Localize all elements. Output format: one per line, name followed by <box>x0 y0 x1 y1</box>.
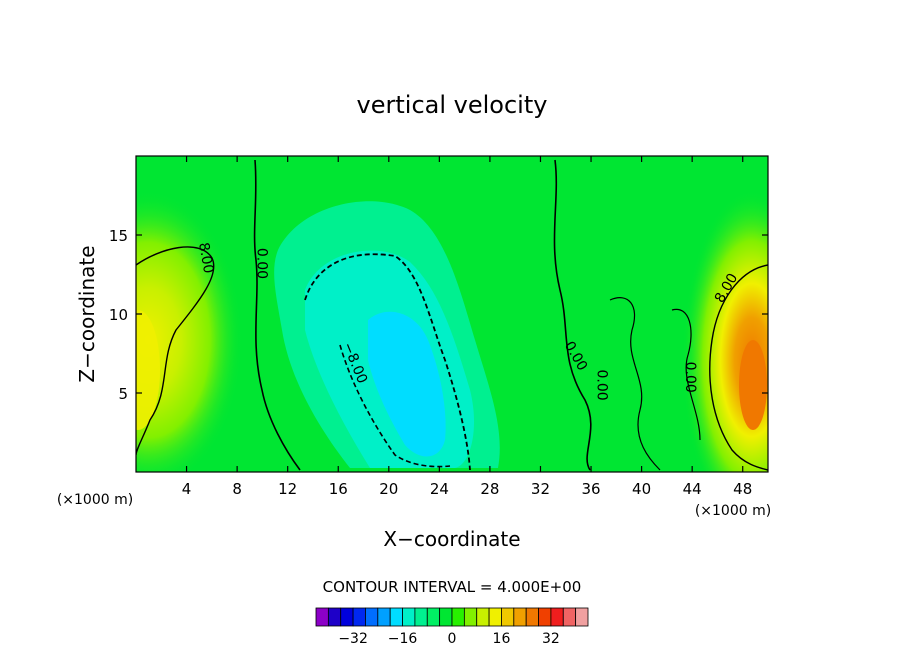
colorbar-tick-label: 32 <box>542 631 560 647</box>
contour-line-left-zero <box>253 159 301 471</box>
colorbar-swatch <box>550 607 564 627</box>
contour-line-center-dashed <box>304 253 471 471</box>
colorbar-swatch <box>389 607 403 627</box>
right-updraft-core <box>739 340 767 430</box>
x-tick-label: 28 <box>480 480 499 498</box>
contour-label: 0.00 <box>682 362 698 393</box>
colorbar-swatch <box>501 607 515 627</box>
x-tick-label: 32 <box>531 480 550 498</box>
colorbar-swatch <box>327 607 342 627</box>
colorbar-tick-label: −16 <box>388 631 418 647</box>
contour-line-right-zero-3 <box>671 308 701 441</box>
colorbar-swatch <box>439 607 453 627</box>
x-tick-label: 4 <box>182 480 192 498</box>
x-tick-label: 40 <box>632 480 651 498</box>
x-axis-label: X−coordinate <box>383 527 520 551</box>
y-tick-label: 5 <box>118 385 128 403</box>
colorbar-swatch <box>488 607 502 627</box>
contour-label: 0.00 <box>253 248 269 279</box>
y-axis-label: Z−coordinate <box>75 245 99 382</box>
left-updraft-region <box>136 190 243 472</box>
colorbar-tick-label: 0 <box>448 631 457 647</box>
contour-interval-label: CONTOUR INTERVAL = 4.000E+00 <box>323 578 582 596</box>
colorbar-tick-label: 16 <box>493 631 511 647</box>
contour-label: 8.00 <box>195 241 216 274</box>
colorbar-swatch <box>538 607 552 627</box>
colorbar-swatch <box>377 607 391 627</box>
x-tick-label: 20 <box>379 480 398 498</box>
colorbar-swatch <box>513 607 527 627</box>
y-axis-ticks: 5 10 15 <box>109 227 768 403</box>
colorbar-swatch <box>575 607 589 627</box>
x-tick-label: 16 <box>329 480 348 498</box>
x-tick-label: 48 <box>733 480 752 498</box>
colorbar-swatch <box>352 607 366 627</box>
x-axis-ticks: 4 8 12 16 20 24 28 32 36 40 44 48 <box>182 156 752 498</box>
contour-label: 0.00 <box>593 370 609 401</box>
colorbar-swatch <box>365 607 379 627</box>
colorbar-swatch <box>402 607 416 627</box>
colorbar-tick-label: −32 <box>338 631 368 647</box>
colorbar-swatch <box>414 607 428 627</box>
contour-line-left-8 <box>136 246 215 456</box>
x-unit-left: (×1000 m) <box>57 492 133 508</box>
colorbar <box>315 607 589 627</box>
colorbar-swatch <box>340 607 354 627</box>
left-updraft-core <box>136 310 160 430</box>
chart-title: vertical velocity <box>357 91 548 119</box>
colorbar-swatch <box>426 607 441 627</box>
colorbar-swatch <box>476 607 490 627</box>
colorbar-labels: −32 −16 0 16 32 <box>338 631 560 647</box>
contour-line-center-dashed-2 <box>339 344 451 468</box>
y-tick-label: 15 <box>109 227 128 245</box>
x-tick-label: 12 <box>278 480 297 498</box>
colorbar-swatch <box>451 607 465 627</box>
x-unit-right: (×1000 m) <box>695 503 771 519</box>
x-tick-label: 24 <box>430 480 449 498</box>
x-tick-label: 36 <box>581 480 600 498</box>
contour-line-right-zero <box>553 159 592 471</box>
central-downdraft-core <box>368 311 446 457</box>
x-tick-label: 44 <box>683 480 702 498</box>
colorbar-swatch <box>463 607 478 627</box>
colorbar-swatch <box>315 607 329 627</box>
x-tick-label: 8 <box>232 480 242 498</box>
colorbar-swatch <box>562 607 577 627</box>
colorbar-swatch <box>525 607 539 627</box>
contour-line-right-zero-2 <box>609 297 661 471</box>
contour-line-right-8 <box>709 264 768 471</box>
contour-field <box>136 156 768 472</box>
y-tick-label: 10 <box>109 306 128 324</box>
